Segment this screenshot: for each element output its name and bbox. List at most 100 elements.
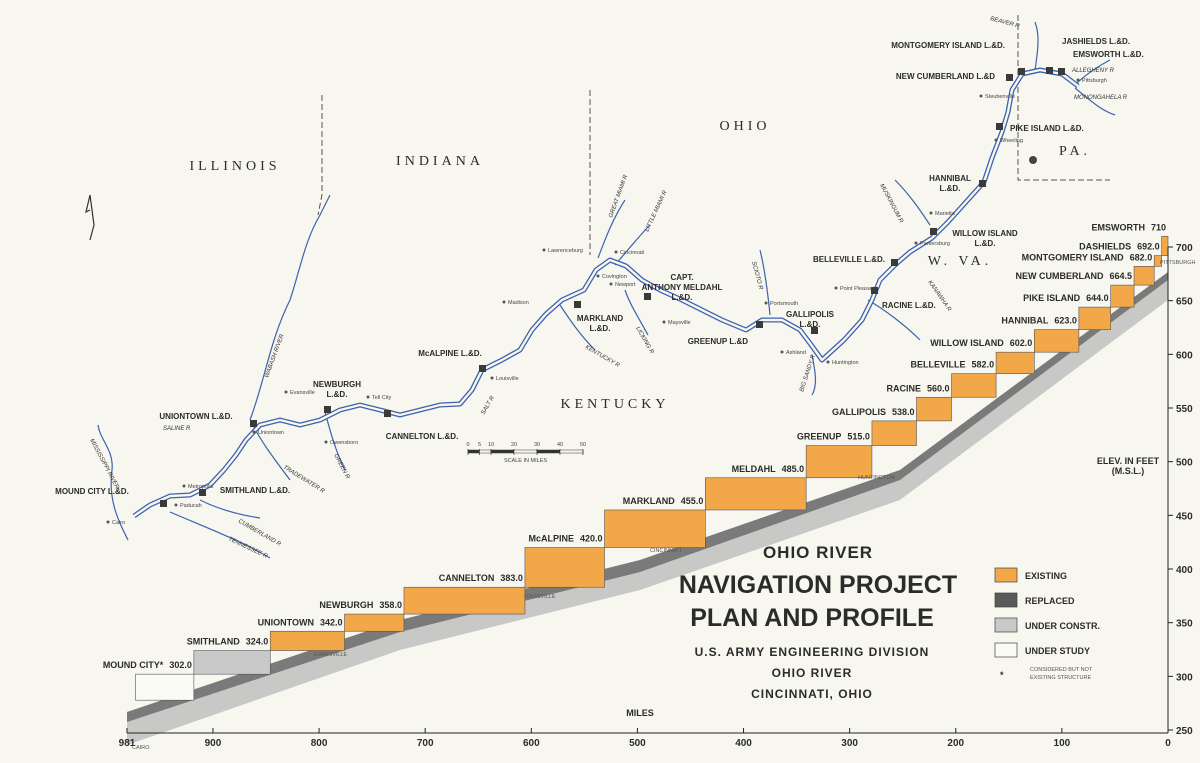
city-dot [614, 250, 618, 254]
pool-elevation: 602.0 [1010, 338, 1033, 348]
river-line [559, 304, 596, 351]
legend-swatch [994, 642, 1018, 658]
city-dot [252, 430, 256, 434]
lock-label: PIKE ISLAND L.&D. [1010, 124, 1084, 133]
pool-elevation: 515.0 [847, 432, 870, 442]
profile: 302.0 MOUND CITY* 324.0 SMITHLAND 342.0 UNION… [103, 222, 1196, 751]
title-sub: CINCINNATI, OHIO [751, 687, 873, 701]
legend-swatch [994, 592, 1018, 608]
city-dot [826, 360, 830, 364]
lock-marker [199, 489, 206, 496]
x-tick-label: 700 [417, 738, 434, 749]
pool-name: SMITHLAND [187, 637, 240, 647]
x-axis-title: MILES [626, 708, 654, 718]
pool-elevation: 420.0 [580, 534, 603, 544]
city-label: Ashland [786, 350, 806, 356]
lock-label: MONTGOMERY ISLAND L.&D. [891, 41, 1005, 50]
river-line [1034, 21, 1039, 71]
river-line [199, 499, 261, 519]
title-sub: OHIO RIVER [772, 666, 853, 680]
city-label: Steubenville [985, 94, 1015, 100]
x-tick-label: 300 [841, 738, 858, 749]
x-tick-label: 200 [947, 738, 964, 749]
scale-segment [559, 449, 584, 454]
legend-label: EXISTING [1025, 571, 1067, 581]
lock-label: L.&D. [672, 293, 693, 302]
river-bed-dark [127, 272, 1168, 722]
pa-dot [1029, 156, 1037, 164]
lock-label: L.&D. [800, 320, 821, 329]
profile-city: CINCINNATI [650, 548, 682, 554]
x-tick-label: 400 [735, 738, 752, 749]
lock-marker [1058, 68, 1065, 75]
city-label: Louisville [496, 376, 519, 382]
river-line [97, 424, 129, 541]
city-label: Newport [615, 282, 636, 288]
pool [805, 445, 873, 479]
city-dot [596, 274, 600, 278]
profile-city: CAIRO [132, 745, 150, 751]
city-label: Evansville [290, 390, 315, 396]
city-label: Metropolis [188, 484, 214, 490]
lock-marker [996, 123, 1003, 130]
tributaries [97, 21, 1116, 559]
legend-swatch [994, 567, 1018, 583]
profile-city: PITTSBURGH [1160, 260, 1195, 266]
pool-name: GREENUP [797, 432, 842, 442]
profile-city: HUNTINGTON [858, 475, 895, 481]
lock-marker [891, 259, 898, 266]
city-dot [542, 248, 546, 252]
pool-elevation: 644.0 [1086, 293, 1109, 303]
pool [344, 613, 405, 632]
pool-name: MARKLAND [623, 496, 675, 506]
city-dot [780, 350, 784, 354]
river-label: MONONGAHELA R [1074, 95, 1128, 101]
lock-label: L.&D. [590, 324, 611, 333]
pool [1033, 329, 1080, 353]
y-tick-label: 450 [1176, 511, 1193, 522]
legend-swatch [994, 617, 1018, 633]
pool-elevation: 358.0 [379, 600, 402, 610]
pool-name: RACINE [886, 383, 921, 393]
lock-label: SMITHLAND L.&D. [220, 486, 290, 495]
pool-name: WILLOW ISLAND [930, 338, 1004, 348]
legend-label: REPLACED [1025, 596, 1075, 606]
pool [916, 396, 952, 422]
legend-note: CONSIDERED BUT NOT [1030, 667, 1093, 673]
y-axis-title: ELEV. IN FEET [1097, 456, 1160, 466]
pool [995, 351, 1035, 374]
lock-marker [871, 287, 878, 294]
lock-label: GALLIPOLIS [786, 310, 835, 319]
title-sub: U.S. ARMY ENGINEERING DIVISION [695, 645, 930, 659]
river-label: SALINE R [163, 426, 191, 432]
profile-city: LOUISVILLE [524, 594, 556, 600]
city-dot [502, 300, 506, 304]
river-line [169, 511, 271, 559]
scale-segment [479, 449, 492, 454]
city-dot [929, 211, 933, 215]
pool-name: UNIONTOWN [258, 617, 314, 627]
river-line [249, 194, 331, 421]
state-label: ILLINOIS [189, 159, 280, 174]
y-axis-title: (M.S.L.) [1112, 466, 1145, 476]
city-label: Madison [508, 300, 529, 306]
y-tick-label: 650 [1176, 297, 1193, 308]
lock-marker [811, 327, 818, 334]
river-line [1074, 87, 1116, 116]
pool [871, 420, 917, 446]
city-dot [609, 282, 613, 286]
city-dot [174, 503, 178, 507]
pool [1161, 235, 1169, 256]
city-dot [1076, 78, 1080, 82]
pool-name: HANNIBAL [1001, 316, 1048, 326]
lock-marker [756, 321, 763, 328]
legend-label: UNDER CONSTR. [1025, 621, 1100, 631]
scale-tick-label: 20 [511, 442, 517, 448]
pool-elevation: 538.0 [892, 407, 915, 417]
lock-label: CANNELTON L.&D. [386, 432, 459, 441]
river-line [811, 354, 817, 396]
y-tick-label: 550 [1176, 404, 1193, 415]
pool-elevation: 664.5 [1110, 271, 1133, 281]
city-label: Parkersburg [920, 241, 950, 247]
lock-label: NEWBURGH [313, 380, 361, 389]
